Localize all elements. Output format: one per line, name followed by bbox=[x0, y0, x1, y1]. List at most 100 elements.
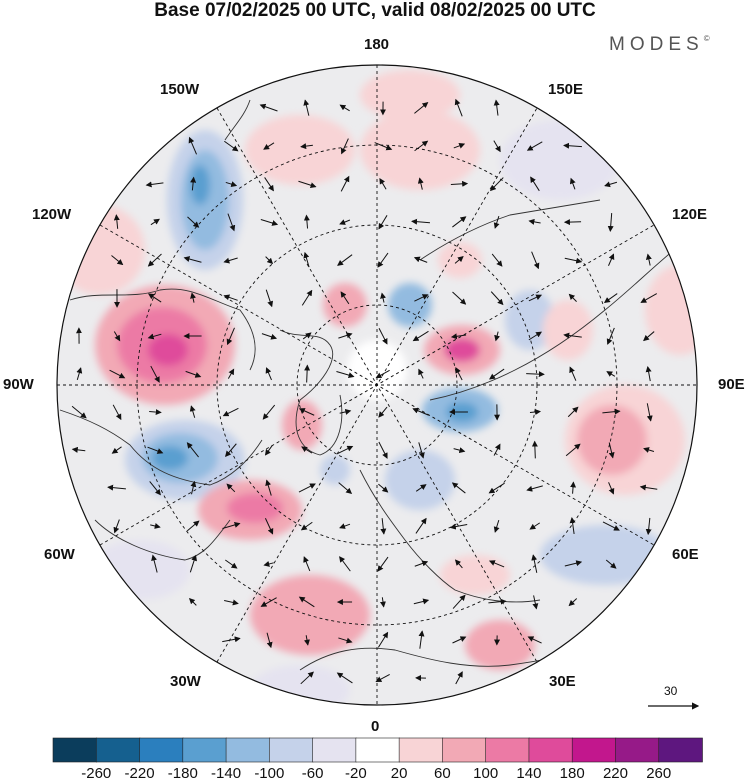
wind-vector bbox=[417, 177, 424, 190]
wind-vector bbox=[529, 409, 542, 415]
colorbar-swatch bbox=[95, 737, 141, 763]
wind-vector bbox=[452, 594, 466, 609]
label-120e: 120E bbox=[672, 206, 708, 223]
colorbar-swatch bbox=[442, 737, 487, 763]
wind-vector bbox=[488, 482, 505, 494]
wind-vector bbox=[111, 255, 124, 266]
wind-vector bbox=[222, 522, 241, 529]
anomaly-central-siberia bbox=[505, 290, 555, 350]
wind-vector bbox=[260, 219, 279, 226]
wind-vector bbox=[304, 635, 310, 646]
coast-canada bbox=[59, 409, 263, 486]
colorbar-swatch bbox=[225, 737, 271, 763]
wind-vector bbox=[450, 180, 469, 187]
wind-vector bbox=[301, 289, 313, 306]
wind-vector bbox=[570, 481, 577, 494]
anomaly-bering-core bbox=[190, 165, 210, 205]
wind-vector bbox=[185, 370, 202, 378]
wind-vector bbox=[259, 103, 278, 112]
wind-vector bbox=[454, 98, 463, 117]
wind-vector bbox=[149, 481, 161, 496]
wind-vector bbox=[339, 523, 351, 529]
anomaly-africa bbox=[250, 665, 350, 705]
wind-vector bbox=[109, 369, 126, 379]
wind-vector bbox=[418, 442, 425, 459]
colorbar-swatch bbox=[269, 737, 314, 763]
wind-vector bbox=[414, 140, 429, 152]
wind-vector bbox=[225, 181, 238, 187]
wind-vector bbox=[643, 447, 655, 453]
wind-vector bbox=[455, 671, 463, 685]
colorbar-swatch bbox=[355, 737, 400, 763]
wind-vector bbox=[526, 485, 543, 492]
coastlines bbox=[59, 99, 681, 671]
wind-vector bbox=[150, 218, 160, 226]
wind-vector bbox=[71, 405, 87, 419]
wind-vector bbox=[298, 483, 316, 493]
wind-vector bbox=[489, 368, 505, 380]
wind-vector bbox=[260, 597, 277, 607]
wind-vector bbox=[605, 559, 617, 569]
wind-vector bbox=[378, 406, 388, 418]
anomaly-pacific-top bbox=[360, 70, 460, 120]
colorbar-swatch bbox=[398, 737, 444, 763]
wind-vector bbox=[377, 252, 389, 268]
latitude-circle-1 bbox=[296, 304, 458, 466]
colorbar-tick-label: 220 bbox=[602, 765, 628, 782]
wind-vector bbox=[378, 441, 388, 459]
wind-vector bbox=[526, 371, 545, 378]
wind-vector bbox=[187, 216, 200, 228]
anomaly-eastern-europe bbox=[440, 555, 510, 595]
wind-vector bbox=[488, 598, 507, 605]
wind-vector bbox=[264, 177, 274, 192]
label-120w: 120W bbox=[32, 206, 72, 223]
wind-vector bbox=[112, 404, 122, 421]
wind-vector bbox=[532, 595, 539, 610]
wind-vector bbox=[339, 556, 351, 572]
wind-vector bbox=[375, 369, 390, 379]
wind-vector bbox=[223, 294, 238, 301]
wind-vector bbox=[606, 371, 616, 377]
wind-vector bbox=[303, 99, 310, 116]
label-0: 0 bbox=[371, 718, 380, 735]
wind-vector bbox=[413, 256, 428, 263]
wind-vector bbox=[377, 556, 389, 572]
wind-vector bbox=[378, 327, 388, 345]
wind-vector bbox=[147, 293, 162, 303]
wind-vector bbox=[227, 368, 235, 379]
wind-vector bbox=[645, 365, 652, 382]
wind-vector bbox=[147, 253, 162, 267]
wind-vector bbox=[491, 253, 503, 267]
anomaly-east-asia bbox=[645, 265, 697, 355]
wind-vector bbox=[147, 333, 162, 340]
colorbar-labels: -260 -220 -180 -140 -100 -60 -20 20 60 100 140 180 2… bbox=[0, 765, 750, 783]
wind-vector bbox=[300, 143, 313, 150]
coast-scandinavia bbox=[359, 469, 541, 603]
wind-vector bbox=[263, 561, 274, 567]
colorbar-swatch bbox=[615, 737, 660, 763]
wind-vector bbox=[411, 218, 430, 225]
wind-vector bbox=[300, 671, 314, 685]
wind-vector bbox=[145, 181, 164, 188]
wind-vector bbox=[563, 332, 582, 339]
anomaly-hudson-core bbox=[152, 446, 188, 470]
label-60w: 60W bbox=[44, 546, 75, 563]
wind-vector bbox=[493, 215, 500, 229]
wind-vector bbox=[418, 368, 424, 379]
wind-vector bbox=[186, 442, 199, 458]
wind-vector bbox=[567, 406, 579, 418]
wind-vector bbox=[606, 327, 615, 345]
anomaly-central-asia-core bbox=[577, 405, 647, 475]
wind-vector bbox=[528, 218, 541, 225]
wind-vector bbox=[149, 409, 162, 416]
wind-vector bbox=[107, 484, 126, 491]
wind-vector bbox=[226, 483, 236, 493]
anomaly-lake-baikal bbox=[543, 300, 593, 360]
wind-vector bbox=[568, 293, 577, 302]
wind-vector bbox=[224, 140, 239, 152]
wind-vector bbox=[265, 289, 274, 308]
colorbar-tick-label: -220 bbox=[124, 765, 155, 782]
wind-vector bbox=[412, 407, 430, 416]
wind-vector bbox=[451, 482, 466, 494]
